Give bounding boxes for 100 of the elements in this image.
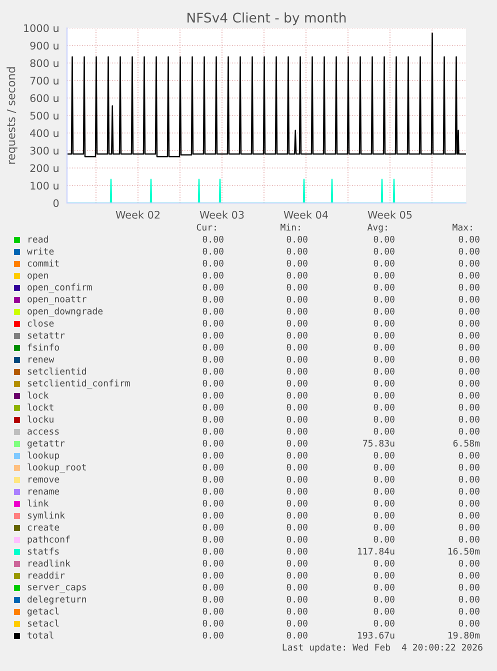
legend-label: close [28,320,54,327]
legend-label: locku [28,416,54,423]
y-tick-label: 800 u [30,59,58,68]
text: 0.00 [286,320,308,327]
legend-label: readdir [28,572,65,579]
text: 0.00 [286,380,308,387]
text: 0.00 [202,620,224,627]
text: 0.00 [374,560,394,567]
text: 0.00 [202,368,224,375]
text: 0.00 [202,272,224,279]
legend-label: setclientid [28,368,86,375]
text: 0.00 [458,476,480,483]
text: 0.00 [374,500,394,507]
line-series [67,32,466,158]
text: 0.00 [202,632,224,639]
text: 0.00 [458,584,480,591]
text: 0.00 [458,320,480,327]
text: 0.00 [286,584,308,591]
legend-label: pathconf [28,536,70,544]
y-tick-label: 600 u [30,94,58,102]
text: 0.00 [458,536,480,543]
text: 0.00 [286,296,308,303]
text: 0.00 [286,404,308,411]
legend-label: lookup [28,452,60,460]
text: 0.00 [458,248,480,255]
text: 0.00 [458,416,480,423]
text: 0.00 [286,632,308,639]
text: 0.00 [458,500,480,507]
text: Last update: Wed Feb 4 20:00:22 2026 [282,644,482,652]
text: 0.00 [286,512,308,519]
text: 0.00 [286,428,308,435]
text: 0.00 [286,308,308,315]
text: 0.00 [374,572,394,579]
legend-label: symlink [28,512,65,520]
y-tick-label: 500 u [30,112,58,120]
y-axis-title: requests / second [6,67,18,164]
legend-label: open_confirm [28,284,92,292]
text: 0.00 [286,608,308,615]
legend-label: renew [28,357,54,363]
text: 0.00 [202,476,224,483]
text: 0.00 [458,308,480,315]
text: 0.00 [286,476,308,483]
x-tick-label: Week 02 [116,210,160,219]
text: 0.00 [202,548,224,555]
text: 0.00 [286,332,308,339]
text: 0.00 [286,500,308,507]
text: 0.00 [458,428,480,435]
legend-label: total [28,632,54,639]
text: 0.00 [286,416,308,423]
text: 0.00 [374,332,394,339]
text: 0.00 [202,404,224,411]
text: 0.00 [286,620,308,627]
legend-label: fsinfo [28,344,60,351]
legend-label: setclientid_confirm [28,379,130,389]
text: 6.58m [453,440,480,447]
legend-label: getacl [28,608,59,616]
text: 0.00 [286,488,308,495]
y-tick-label: 300 u [30,146,58,155]
text: 0.00 [374,584,394,591]
legend-label: getattr [28,440,65,448]
text: 0.00 [458,620,480,627]
text: 0.00 [374,464,394,471]
text: 0.00 [202,488,224,495]
legend-label: create [28,524,60,531]
legend-label: remove [28,477,60,483]
legend-label: rename [28,489,60,495]
text: 0.00 [458,560,480,567]
text: 0.00 [374,236,394,243]
text: 0.00 [374,620,394,627]
text: 0.00 [202,344,224,351]
text: 0.00 [374,392,394,399]
text: 0.00 [202,536,224,543]
text: 0.00 [374,284,394,291]
text: 0.00 [202,512,224,519]
text: 0.00 [458,272,480,279]
text: 0.00 [202,260,224,267]
text: 0.00 [286,524,308,531]
text: Cur: [196,224,216,231]
text: 0.00 [458,464,480,471]
text: 0.00 [458,344,480,351]
text: 0.00 [374,536,394,543]
text: 0.00 [202,284,224,291]
text: 0.00 [458,236,480,243]
text: 0.00 [202,584,224,591]
text: 0.00 [202,608,224,615]
text: 0.00 [202,296,224,303]
text: 0.00 [374,416,394,423]
text: 0.00 [286,596,308,603]
legend-label: read [28,236,48,243]
y-tick-label: 100 u [30,182,58,190]
text: 0.00 [458,404,480,411]
text: 0.00 [458,332,480,339]
text: 0.00 [374,356,394,363]
text: 0.00 [374,512,394,519]
text: 193.67u [358,632,394,639]
text: 0.00 [374,404,394,411]
legend-label: commit [28,260,59,267]
text: 0.00 [458,512,480,519]
text: 0.00 [286,272,308,279]
text: 0.00 [458,596,480,603]
